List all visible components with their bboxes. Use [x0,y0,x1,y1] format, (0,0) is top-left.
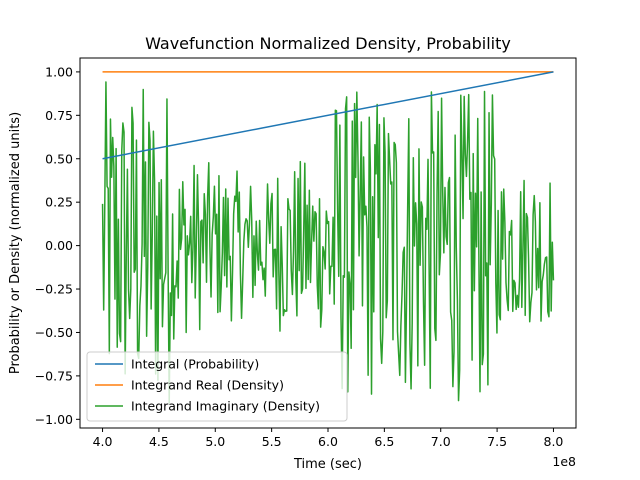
chart-title: Wavefunction Normalized Density, Probabi… [145,34,511,53]
y-axis-label: Probability or Density (normalized units… [8,112,23,374]
x-tick-label: 6.0 [318,434,338,449]
y-tick-label: 0.75 [45,108,73,123]
legend: Integral (Probability) Integrand Real (De… [86,351,348,422]
y-tick-label: −1.00 [35,412,73,427]
x-tick-label: 6.5 [374,434,394,449]
x-tick-label: 7.0 [431,434,451,449]
x-axis: 4.0 4.5 5.0 5.5 6.0 6.5 7.0 7.5 8.0 [93,428,564,449]
y-tick-label: −0.25 [35,282,73,297]
y-tick-label: −0.50 [35,325,73,340]
x-tick-label: 5.5 [262,434,282,449]
series-imaginary-density-legend-label: Integrand Imaginary (Density) [131,399,320,414]
series-layer [101,71,555,404]
y-tick-label: 0.50 [45,151,73,166]
series-integral-probability-line [102,71,554,160]
y-tick-label: −0.75 [35,368,73,383]
x-tick-label: 7.5 [487,434,507,449]
x-axis-label: Time (sec) [293,457,362,472]
legend-frame [86,351,348,422]
x-tick-label: 4.5 [149,434,169,449]
plot-area [79,57,577,429]
y-tick-label: 1.00 [45,64,73,79]
x-offset-label: 1e8 [552,454,576,469]
y-tick-label: 0.00 [45,238,73,253]
y-axis: −1.00 −0.75 −0.50 −0.25 0.00 0.25 0.50 0.75 1.00 [35,64,80,427]
y-tick-label: 0.25 [45,195,73,210]
x-tick-label: 5.0 [205,434,225,449]
series-real-density-legend-label: Integrand Real (Density) [131,378,284,393]
x-tick-label: 4.0 [93,434,113,449]
x-tick-label: 8.0 [544,434,564,449]
series-imaginary-density-line [101,81,555,404]
series-integral-probability-legend-label: Integral (Probability) [131,357,259,372]
